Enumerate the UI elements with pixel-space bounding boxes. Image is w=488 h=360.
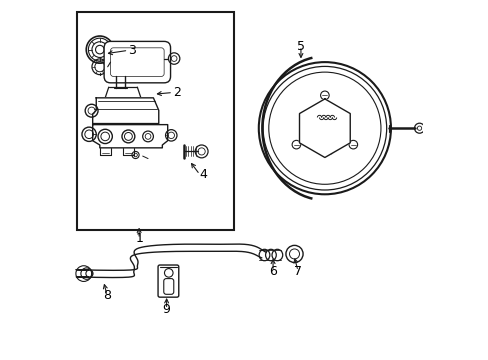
Polygon shape: [93, 98, 159, 123]
Bar: [77, 12, 233, 230]
Text: 9: 9: [163, 303, 170, 316]
FancyBboxPatch shape: [158, 265, 179, 297]
Text: 6: 6: [268, 265, 276, 278]
Polygon shape: [93, 125, 167, 148]
Text: 4: 4: [200, 168, 207, 181]
Text: 3: 3: [128, 44, 136, 57]
Text: 7: 7: [293, 265, 302, 278]
Text: 5: 5: [296, 40, 305, 53]
Text: 8: 8: [103, 288, 111, 302]
Polygon shape: [299, 99, 349, 157]
FancyBboxPatch shape: [104, 41, 170, 83]
Text: 2: 2: [173, 86, 181, 99]
Text: 1: 1: [135, 233, 143, 246]
